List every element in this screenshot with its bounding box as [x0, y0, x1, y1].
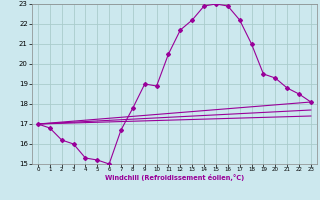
X-axis label: Windchill (Refroidissement éolien,°C): Windchill (Refroidissement éolien,°C): [105, 174, 244, 181]
